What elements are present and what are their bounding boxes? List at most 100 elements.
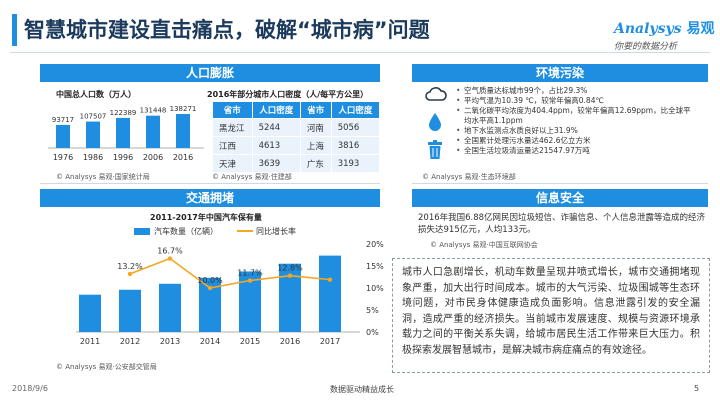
growth-rate-label: 12.8% (277, 264, 303, 273)
table-cell: 3816 (330, 136, 381, 155)
section-traffic-heading: 交通拥堵 (40, 189, 380, 207)
brand-logo: Analysys 易观 你要的数据分析 (614, 18, 715, 52)
car-count-bar (79, 294, 101, 332)
population-year-label: 1986 (83, 153, 103, 162)
population-source: © Analysys 易观·国家统计局 (56, 173, 150, 181)
title-accent-bar (12, 14, 17, 46)
traffic-source: © Analysys 易观·公安部交管局 (56, 363, 157, 371)
security-text: 2016年我国6.88亿网民因垃圾短信、诈骗信息、个人信息泄露等造成的经济损失达… (418, 213, 706, 235)
population-bar (116, 117, 130, 148)
security-source: © Analysys 易观·中国互联网协会 (430, 241, 538, 249)
growth-rate-line (129, 257, 331, 289)
growth-rate-label: 13.2% (117, 262, 143, 271)
density-table: 省市 人口密度 省市 人口密度 黑龙江 5244 河南 5056 江西 4613… (212, 101, 381, 173)
car-count-bar (159, 283, 181, 332)
traffic-year-label: 2015 (240, 337, 260, 346)
list-item: 全国累计处理污水量达462.6亿立方米 (456, 136, 692, 146)
population-bar (86, 121, 100, 148)
table-cell: 江西 (212, 136, 253, 155)
logo-cn: 易观 (686, 21, 715, 37)
growth-rate-point (127, 271, 133, 277)
table-cell: 上海 (299, 136, 332, 155)
list-item: 全国生活垃圾清运量达21547.97万吨 (456, 146, 692, 156)
traffic-year-label: 2011 (80, 337, 100, 346)
header-divider (10, 52, 710, 53)
list-item: 二氧化碳平均浓度为404.4ppm，较常年偏高12.69ppm，比全球平均水平高… (456, 106, 692, 126)
traffic-year-label: 2013 (160, 337, 180, 346)
water-drop-icon (429, 113, 441, 131)
growth-rate-point (287, 273, 293, 278)
logo-en: Analysys (614, 21, 682, 37)
population-value-label: 138271 (170, 105, 197, 113)
page-title: 智慧城市建设直击痛点，破解“城市病”问题 (24, 18, 430, 42)
traffic-year-label: 2012 (120, 337, 140, 346)
table-cell: 5056 (330, 118, 381, 137)
traffic-chart: 汽车数量（亿辆） 同比增长率 0% 5% 10% 15% 20% 2011 2012 2013… (76, 226, 384, 346)
population-year-label: 1976 (53, 153, 73, 162)
table-cell: 5244 (251, 118, 301, 137)
table-cell: 黑龙江 (212, 118, 253, 137)
traffic-right-tick-label: 10% (366, 284, 384, 293)
traffic-chart-title: 2011-2017年中国汽车保有量 (150, 213, 262, 222)
traffic-right-tick-label: 5% (366, 306, 379, 315)
car-count-bar (239, 271, 261, 332)
table-row: 江西 4613 上海 3816 (212, 136, 381, 155)
cloud-icon (425, 87, 447, 101)
population-bar (56, 124, 70, 148)
car-count-bar (319, 255, 341, 332)
footer-tagline: 数据驱动精益成长 (330, 385, 394, 394)
section-pollution-heading: 环境污染 (412, 64, 708, 82)
legend-bar-label: 汽车数量（亿辆） (154, 226, 218, 236)
population-year-label: 2006 (143, 153, 163, 162)
section-security-heading: 信息安全 (412, 189, 708, 207)
table-cell: 3193 (330, 154, 381, 173)
population-year-label: 2016 (173, 153, 193, 162)
population-bar (176, 114, 190, 148)
car-count-bar (199, 277, 221, 332)
footer-date: 2018/9/6 (12, 384, 48, 393)
logo-slogan: 你要的数据分析 (614, 42, 678, 52)
growth-rate-label: 16.7% (157, 247, 183, 256)
traffic-right-tick-label: 0% (366, 328, 379, 337)
population-chart-title: 中国总人口数（万人） (56, 90, 136, 99)
pollution-source: © Analysys 易观·生态环境部 (422, 173, 516, 181)
traffic-right-tick-label: 15% (366, 262, 384, 271)
growth-rate-point (247, 278, 253, 283)
growth-rate-point (207, 285, 213, 291)
population-chart: 93717 1976 107507 1986 122389 1996 131448 2006 1… (48, 105, 204, 162)
panel-divider (40, 183, 380, 184)
density-header-density-1: 人口密度 (251, 101, 301, 119)
population-value-label: 131448 (140, 107, 167, 115)
population-value-label: 122389 (110, 109, 137, 117)
table-row: 黑龙江 5244 河南 5056 (212, 118, 381, 137)
population-year-label: 1996 (113, 153, 133, 162)
section-population-heading: 人口膨胀 (40, 64, 380, 82)
panel-divider (412, 183, 708, 184)
list-item: 地下水监测点水质良好以上31.9% (456, 126, 692, 136)
population-value-label: 107507 (80, 113, 107, 121)
growth-rate-point (167, 256, 173, 261)
table-cell: 天津 (212, 154, 253, 173)
table-row: 天津 3639 广东 3193 (212, 154, 381, 173)
growth-rate-label: 10.0% (197, 276, 223, 285)
list-item: 空气质量达标城市99个，占比29.3% (456, 86, 692, 96)
density-header-density-2: 人口密度 (330, 101, 381, 119)
population-value-label: 93717 (52, 116, 74, 124)
traffic-year-label: 2016 (280, 337, 300, 346)
list-item: 平均气温为10.39 ℃，较常年偏高0.84℃ (456, 96, 692, 106)
car-count-bar (119, 289, 141, 332)
population-bar (146, 115, 160, 148)
trash-bin-icon (428, 140, 442, 159)
pollution-bullet-list: 空气质量达标城市99个，占比29.3% 平均气温为10.39 ℃，较常年偏高0.… (456, 86, 692, 156)
traffic-year-label: 2014 (200, 337, 220, 346)
table-cell: 3639 (251, 154, 301, 173)
legend-bar-swatch (134, 228, 150, 235)
table-cell: 河南 (299, 118, 332, 137)
density-source: © Analysys 易观·住建部 (212, 173, 292, 181)
table-cell: 4613 (251, 136, 301, 155)
density-header-province-2: 省市 (299, 101, 332, 119)
table-cell: 广东 (299, 154, 332, 173)
car-count-bar (279, 263, 301, 332)
page-number: 5 (694, 384, 700, 393)
growth-rate-point (327, 277, 333, 282)
